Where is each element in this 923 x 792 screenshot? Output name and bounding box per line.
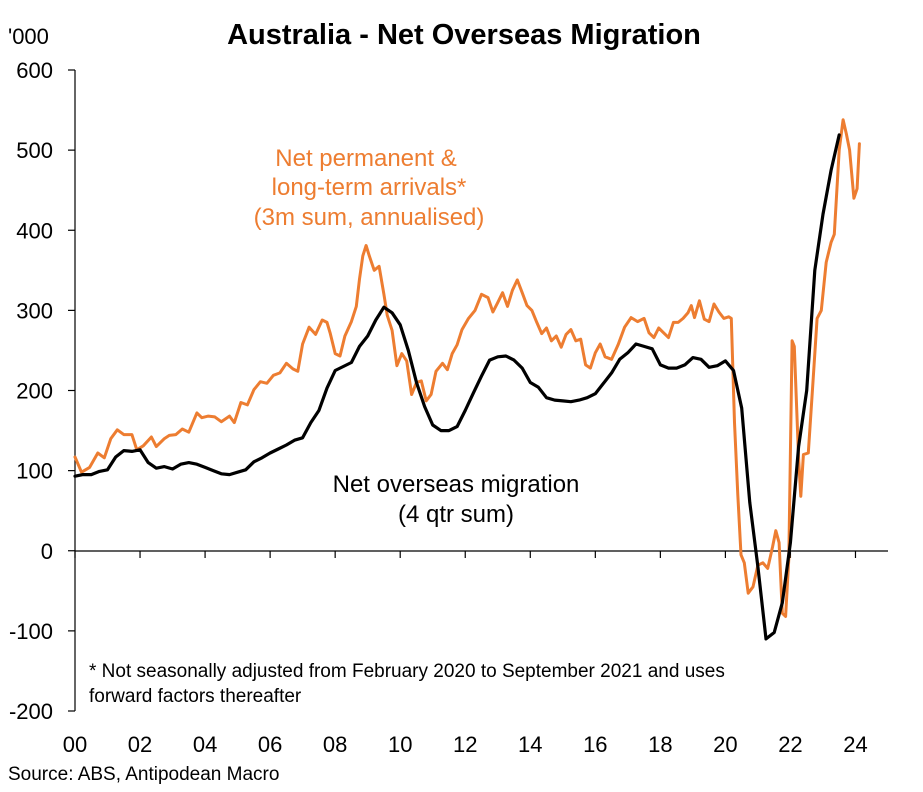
orange-annotation-line-3: (3m sum, annualised) <box>254 204 485 231</box>
source-note: Source: ABS, Antipodean Macro <box>8 764 279 785</box>
x-tick-label: 06 <box>258 732 282 757</box>
footnote-line-1: * Not seasonally adjusted from February … <box>89 661 725 682</box>
y-tick-label: 100 <box>16 459 53 484</box>
x-tick-label: 24 <box>843 732 867 757</box>
black-series-annotation: Net overseas migration (4 qtr sum) <box>333 471 580 528</box>
y-axis: -200 -100 0 100 200 300 400 500 600 <box>9 58 76 724</box>
y-tick-label: 300 <box>16 298 53 323</box>
x-tick-label: 02 <box>128 732 152 757</box>
footnote: * Not seasonally adjusted from February … <box>89 661 725 707</box>
y-tick-label: 600 <box>16 58 53 83</box>
series-layer <box>73 118 861 641</box>
x-tick-label: 12 <box>453 732 477 757</box>
footnote-line-2: forward factors thereafter <box>89 686 302 707</box>
x-tick-label: 14 <box>518 732 542 757</box>
x-tick-label: 10 <box>388 732 412 757</box>
x-tick-label: 16 <box>583 732 607 757</box>
chart-title: Australia - Net Overseas Migration <box>227 19 701 51</box>
x-tick-label: 22 <box>778 732 802 757</box>
y-tick-label: 0 <box>41 539 53 564</box>
black-annotation-line-1: Net overseas migration <box>333 471 580 498</box>
x-tick-label: 18 <box>648 732 672 757</box>
net-permanent-long-term-arrivals-line <box>73 118 861 618</box>
orange-series-annotation: Net permanent & long-term arrivals* (3m … <box>254 145 485 231</box>
y-tick-label: 400 <box>16 218 53 243</box>
x-tick-label: 04 <box>193 732 217 757</box>
y-axis-unit-label: '000 <box>8 24 49 49</box>
x-axis: 00 02 04 06 08 10 12 14 16 18 20 22 24 <box>63 550 888 757</box>
y-tick-label: 200 <box>16 379 53 404</box>
black-annotation-line-2: (4 qtr sum) <box>398 501 514 528</box>
y-tick-label: -200 <box>9 699 53 724</box>
x-tick-label: 00 <box>63 732 87 757</box>
orange-annotation-line-1: Net permanent & <box>275 145 456 172</box>
x-tick-label: 20 <box>713 732 737 757</box>
net-overseas-migration-line <box>73 133 841 641</box>
y-tick-label: -100 <box>9 619 53 644</box>
y-tick-label: 500 <box>16 138 53 163</box>
orange-annotation-line-2: long-term arrivals* <box>272 174 467 201</box>
x-tick-label: 08 <box>323 732 347 757</box>
